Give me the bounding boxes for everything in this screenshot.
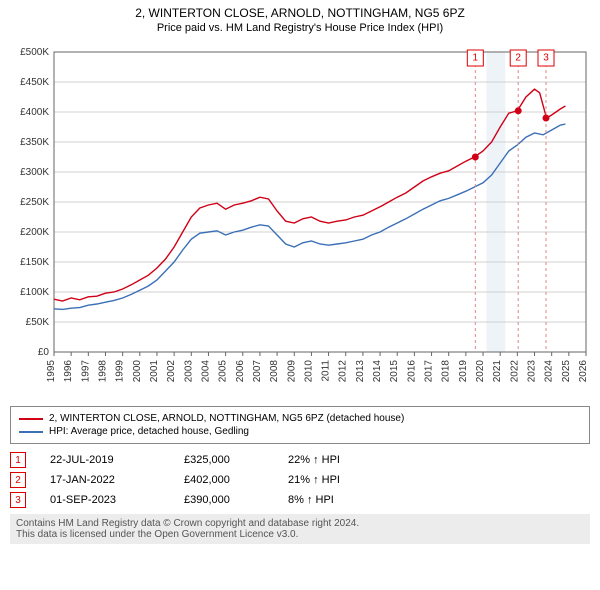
sale-marker-num: 2 xyxy=(515,53,521,64)
sale-row: 1 22-JUL-2019 £325,000 22% ↑ HPI xyxy=(10,452,590,468)
sales-table: 1 22-JUL-2019 £325,000 22% ↑ HPI 2 17-JAN-202… xyxy=(10,452,590,508)
x-tick-label: 2008 xyxy=(269,360,280,383)
x-tick-label: 2019 xyxy=(458,360,469,383)
sale-row: 3 01-SEP-2023 £390,000 8% ↑ HPI xyxy=(10,492,590,508)
sale-marker-dot xyxy=(472,154,479,161)
x-tick-label: 2006 xyxy=(235,360,246,383)
x-tick-label: 1996 xyxy=(63,360,74,383)
sale-hpi: 21% ↑ HPI xyxy=(288,474,378,486)
chart-area: £0 £50K £100K £150K £200K £250K £300K £350K £400… xyxy=(6,42,594,402)
sale-price: £402,000 xyxy=(184,474,264,486)
legend-label: HPI: Average price, detached house, Gedl… xyxy=(49,426,249,437)
sale-row: 2 17-JAN-2022 £402,000 21% ↑ HPI xyxy=(10,472,590,488)
x-tick-label: 2026 xyxy=(578,360,589,383)
legend-item: HPI: Average price, detached house, Gedl… xyxy=(19,426,581,437)
x-tick-label: 2015 xyxy=(389,360,400,383)
y-tick-label: £100K xyxy=(20,287,49,298)
sale-price: £325,000 xyxy=(184,454,264,466)
x-tick-label: 1995 xyxy=(46,360,57,383)
sale-marker-dot xyxy=(515,107,522,114)
line-chart: £0 £50K £100K £150K £200K £250K £300K £350K £400… xyxy=(6,42,594,402)
sale-marker-num: 1 xyxy=(473,53,479,64)
sale-marker-num: 3 xyxy=(543,53,549,64)
footer-line-1: Contains HM Land Registry data © Crown c… xyxy=(16,518,584,529)
x-tick-label: 1997 xyxy=(80,360,91,383)
y-tick-label: £300K xyxy=(20,167,49,178)
x-tick-label: 2021 xyxy=(492,360,503,383)
legend-item: 2, WINTERTON CLOSE, ARNOLD, NOTTINGHAM, … xyxy=(19,413,581,424)
y-tick-label: £500K xyxy=(20,47,49,58)
legend-label: 2, WINTERTON CLOSE, ARNOLD, NOTTINGHAM, … xyxy=(49,413,404,424)
x-tick-label: 2010 xyxy=(303,360,314,383)
x-tick-label: 2024 xyxy=(544,360,555,383)
sale-date: 22-JUL-2019 xyxy=(50,454,160,466)
sale-number-badge: 2 xyxy=(10,472,26,488)
x-tick-label: 2020 xyxy=(475,360,486,383)
footer-line-2: This data is licensed under the Open Gov… xyxy=(16,529,584,540)
x-tick-label: 1998 xyxy=(97,360,108,383)
y-tick-label: £450K xyxy=(20,77,49,88)
x-tick-label: 2025 xyxy=(561,360,572,383)
legend: 2, WINTERTON CLOSE, ARNOLD, NOTTINGHAM, … xyxy=(10,406,590,444)
x-tick-label: 2003 xyxy=(183,360,194,383)
y-tick-label: £250K xyxy=(20,197,49,208)
legend-swatch xyxy=(19,418,43,420)
x-tick-label: 2022 xyxy=(509,360,520,383)
x-tick-label: 2023 xyxy=(527,360,538,383)
x-tick-label: 2004 xyxy=(200,360,211,383)
x-tick-label: 2005 xyxy=(218,360,229,383)
x-tick-label: 2000 xyxy=(132,360,143,383)
x-tick-label: 2016 xyxy=(406,360,417,383)
y-tick-label: £400K xyxy=(20,107,49,118)
sale-marker-dot xyxy=(543,115,550,122)
x-tick-label: 1999 xyxy=(115,360,126,383)
sale-number-badge: 3 xyxy=(10,492,26,508)
chart-subtitle: Price paid vs. HM Land Registry's House … xyxy=(6,22,594,34)
x-tick-label: 2017 xyxy=(424,360,435,383)
chart-title: 2, WINTERTON CLOSE, ARNOLD, NOTTINGHAM, … xyxy=(6,6,594,20)
x-tick-label: 2013 xyxy=(355,360,366,383)
footer-attribution: Contains HM Land Registry data © Crown c… xyxy=(10,514,590,544)
x-tick-label: 2012 xyxy=(338,360,349,383)
sale-hpi: 8% ↑ HPI xyxy=(288,494,378,506)
sale-hpi: 22% ↑ HPI xyxy=(288,454,378,466)
sale-date: 17-JAN-2022 xyxy=(50,474,160,486)
sale-date: 01-SEP-2023 xyxy=(50,494,160,506)
x-tick-label: 2002 xyxy=(166,360,177,383)
y-tick-label: £200K xyxy=(20,227,49,238)
y-tick-label: £150K xyxy=(20,257,49,268)
x-tick-label: 2001 xyxy=(149,360,160,383)
x-tick-label: 2018 xyxy=(441,360,452,383)
x-tick-label: 2007 xyxy=(252,360,263,383)
x-tick-label: 2009 xyxy=(286,360,297,383)
y-tick-label: £350K xyxy=(20,137,49,148)
x-tick-label: 2011 xyxy=(321,360,332,382)
legend-swatch xyxy=(19,431,43,433)
y-tick-label: £50K xyxy=(26,317,50,328)
sale-price: £390,000 xyxy=(184,494,264,506)
y-tick-label: £0 xyxy=(38,347,50,358)
x-tick-label: 2014 xyxy=(372,360,383,383)
sale-number-badge: 1 xyxy=(10,452,26,468)
